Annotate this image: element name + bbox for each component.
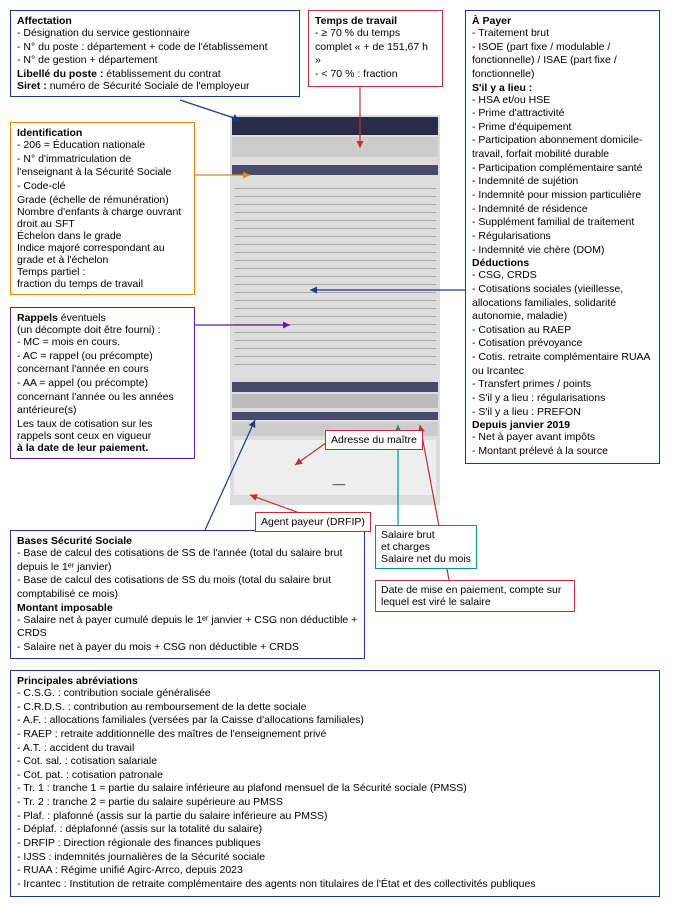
temps-title: Temps de travail <box>315 15 436 27</box>
affectation-list: Désignation du service gestionnaire N° d… <box>17 27 293 68</box>
affectation-box: Affectation Désignation du service gesti… <box>10 10 300 97</box>
bases-box: Bases Sécurité Sociale Base de calcul de… <box>10 530 365 659</box>
abrev-box: Principales abréviations C.S.G. : contri… <box>10 670 660 897</box>
apayer-box: À Payer Traitement brut ISOE (part fixe … <box>465 10 660 464</box>
temps-box: Temps de travail ≥ 70 % du temps complet… <box>308 10 443 87</box>
affectation-title: Affectation <box>17 15 293 27</box>
date-paiement-label: Date de mise en paiement, compte sur leq… <box>375 580 575 612</box>
rappels-box: Rappels éventuels (un décompte doit être… <box>10 307 195 459</box>
agent-label: Agent payeur (DRFIP) <box>255 512 371 532</box>
adresse-label: Adresse du maître <box>325 430 423 450</box>
salaire-label: Salaire brut et charges Salaire net du m… <box>375 525 477 569</box>
identification-box: Identification 206 = Éducation nationale… <box>10 122 195 295</box>
